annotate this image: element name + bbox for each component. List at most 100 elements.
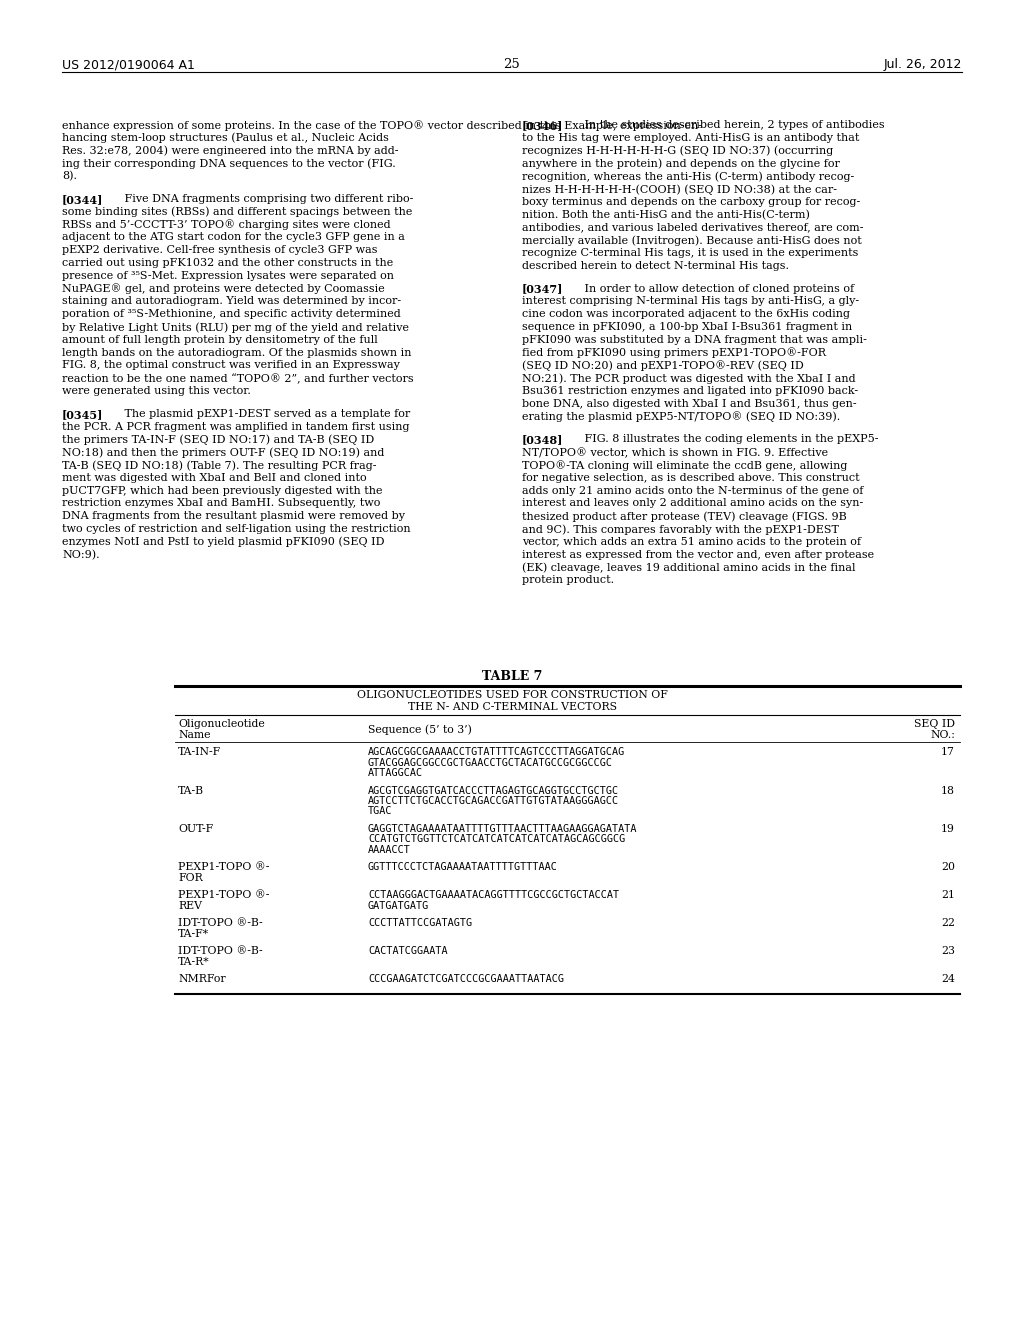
Text: FOR: FOR	[178, 873, 203, 883]
Text: (SEQ ID NO:20) and pEXP1-TOPO®-REV (SEQ ID: (SEQ ID NO:20) and pEXP1-TOPO®-REV (SEQ …	[522, 360, 804, 371]
Text: 20: 20	[941, 862, 955, 873]
Text: hancing stem-loop structures (Paulus et al., Nucleic Acids: hancing stem-loop structures (Paulus et …	[62, 133, 389, 144]
Text: [0347]: [0347]	[522, 284, 563, 294]
Text: recognition, whereas the anti-His (C-term) antibody recog-: recognition, whereas the anti-His (C-ter…	[522, 172, 854, 182]
Text: SEQ ID: SEQ ID	[914, 719, 955, 729]
Text: OUT-F: OUT-F	[178, 824, 213, 834]
Text: Sequence (5’ to 3’): Sequence (5’ to 3’)	[368, 723, 472, 734]
Text: to the His tag were employed. Anti-HisG is an antibody that: to the His tag were employed. Anti-HisG …	[522, 133, 859, 143]
Text: NT/TOPO® vector, which is shown in FIG. 9. Effective: NT/TOPO® vector, which is shown in FIG. …	[522, 447, 828, 458]
Text: carried out using pFK1032 and the other constructs in the: carried out using pFK1032 and the other …	[62, 257, 393, 268]
Text: presence of ³⁵S-Met. Expression lysates were separated on: presence of ³⁵S-Met. Expression lysates …	[62, 271, 394, 281]
Text: pEXP2 derivative. Cell-free synthesis of cycle3 GFP was: pEXP2 derivative. Cell-free synthesis of…	[62, 246, 378, 255]
Text: TA-B: TA-B	[178, 785, 204, 796]
Text: In the studies described herein, 2 types of antibodies: In the studies described herein, 2 types…	[574, 120, 885, 129]
Text: Five DNA fragments comprising two different ribo-: Five DNA fragments comprising two differ…	[114, 194, 414, 205]
Text: 24: 24	[941, 974, 955, 985]
Text: interest as expressed from the vector and, even after protease: interest as expressed from the vector an…	[522, 549, 874, 560]
Text: two cycles of restriction and self-ligation using the restriction: two cycles of restriction and self-ligat…	[62, 524, 411, 535]
Text: [0348]: [0348]	[522, 434, 563, 445]
Text: were generated using this vector.: were generated using this vector.	[62, 385, 251, 396]
Text: interest comprising N-terminal His tags by anti-HisG, a gly-: interest comprising N-terminal His tags …	[522, 297, 859, 306]
Text: NO:9).: NO:9).	[62, 549, 99, 560]
Text: fied from pFKI090 using primers pEXP1-TOPO®-FOR: fied from pFKI090 using primers pEXP1-TO…	[522, 347, 826, 359]
Text: enhance expression of some proteins. In the case of the TOPO® vector described i: enhance expression of some proteins. In …	[62, 120, 702, 131]
Text: restriction enzymes XbaI and BamHI. Subsequently, two: restriction enzymes XbaI and BamHI. Subs…	[62, 499, 380, 508]
Text: NO:21). The PCR product was digested with the XbaI I and: NO:21). The PCR product was digested wit…	[522, 374, 856, 384]
Text: some binding sites (RBSs) and different spacings between the: some binding sites (RBSs) and different …	[62, 207, 413, 218]
Text: the PCR. A PCR fragment was amplified in tandem first using: the PCR. A PCR fragment was amplified in…	[62, 421, 410, 432]
Text: FIG. 8 illustrates the coding elements in the pEXP5-: FIG. 8 illustrates the coding elements i…	[574, 434, 879, 445]
Text: pFKI090 was substituted by a DNA fragment that was ampli-: pFKI090 was substituted by a DNA fragmen…	[522, 335, 867, 345]
Text: by Relative Light Units (RLU) per mg of the yield and relative: by Relative Light Units (RLU) per mg of …	[62, 322, 409, 333]
Text: 23: 23	[941, 946, 955, 957]
Text: 19: 19	[941, 824, 955, 834]
Text: CACTATCGGAATA: CACTATCGGAATA	[368, 946, 447, 957]
Text: AGCGTCGAGGTGATCACCCTTAGAGTGCAGGTGCCTGCTGC: AGCGTCGAGGTGATCACCCTTAGAGTGCAGGTGCCTGCTG…	[368, 785, 620, 796]
Text: antibodies, and various labeled derivatives thereof, are com-: antibodies, and various labeled derivati…	[522, 222, 863, 232]
Text: [0345]: [0345]	[62, 409, 103, 420]
Text: ing their corresponding DNA sequences to the vector (FIG.: ing their corresponding DNA sequences to…	[62, 158, 395, 169]
Text: IDT-TOPO ®-B-: IDT-TOPO ®-B-	[178, 946, 262, 957]
Text: GGTTTCCCTCTAGAAAATAATTTTGTTTAAC: GGTTTCCCTCTAGAAAATAATTTTGTTTAAC	[368, 862, 558, 873]
Text: GAGGTCTAGAAAATAATTTTGTTTAACTTTAAGAAGGAGATATA: GAGGTCTAGAAAATAATTTTGTTTAACTTTAAGAAGGAGA…	[368, 824, 638, 834]
Text: thesized product after protease (TEV) cleavage (FIGS. 9B: thesized product after protease (TEV) cl…	[522, 511, 847, 521]
Text: pUCT7GFP, which had been previously digested with the: pUCT7GFP, which had been previously dige…	[62, 486, 383, 495]
Text: for negative selection, as is described above. This construct: for negative selection, as is described …	[522, 473, 859, 483]
Text: Name: Name	[178, 730, 211, 741]
Text: (EK) cleavage, leaves 19 additional amino acids in the final: (EK) cleavage, leaves 19 additional amin…	[522, 562, 855, 573]
Text: REV: REV	[178, 902, 202, 911]
Text: enzymes NotI and PstI to yield plasmid pFKI090 (SEQ ID: enzymes NotI and PstI to yield plasmid p…	[62, 537, 384, 548]
Text: OLIGONUCLEOTIDES USED FOR CONSTRUCTION OF: OLIGONUCLEOTIDES USED FOR CONSTRUCTION O…	[356, 690, 668, 700]
Text: TA-F*: TA-F*	[178, 929, 209, 939]
Text: Res. 32:e78, 2004) were engineered into the mRNA by add-: Res. 32:e78, 2004) were engineered into …	[62, 145, 398, 156]
Text: US 2012/0190064 A1: US 2012/0190064 A1	[62, 58, 195, 71]
Text: CCATGTCTGGTTCTCATCATCATCATCATCATAGCAGCGGCG: CCATGTCTGGTTCTCATCATCATCATCATCATAGCAGCGG…	[368, 834, 626, 845]
Text: staining and autoradiogram. Yield was determined by incor-: staining and autoradiogram. Yield was de…	[62, 297, 401, 306]
Text: erating the plasmid pEXP5-NT/TOPO® (SEQ ID NO:39).: erating the plasmid pEXP5-NT/TOPO® (SEQ …	[522, 412, 841, 422]
Text: TA-R*: TA-R*	[178, 957, 210, 968]
Text: protein product.: protein product.	[522, 576, 614, 585]
Text: AGTCCTTCTGCACCTGCAGACCGATTGTGTATAAGGGAGCC: AGTCCTTCTGCACCTGCAGACCGATTGTGTATAAGGGAGC…	[368, 796, 620, 807]
Text: CCCTTATTCCGATAGTG: CCCTTATTCCGATAGTG	[368, 919, 472, 928]
Text: PEXP1-TOPO ®-: PEXP1-TOPO ®-	[178, 891, 269, 900]
Text: adds only 21 amino acids onto the N-terminus of the gene of: adds only 21 amino acids onto the N-term…	[522, 486, 863, 495]
Text: amount of full length protein by densitometry of the full: amount of full length protein by densito…	[62, 335, 378, 345]
Text: TA-B (SEQ ID NO:18) (Table 7). The resulting PCR frag-: TA-B (SEQ ID NO:18) (Table 7). The resul…	[62, 459, 377, 470]
Text: described herein to detect N-terminal His tags.: described herein to detect N-terminal Hi…	[522, 261, 790, 271]
Text: TABLE 7: TABLE 7	[482, 671, 542, 682]
Text: length bands on the autoradiogram. Of the plasmids shown in: length bands on the autoradiogram. Of th…	[62, 347, 412, 358]
Text: FIG. 8, the optimal construct was verified in an Expressway: FIG. 8, the optimal construct was verifi…	[62, 360, 400, 371]
Text: NMRFor: NMRFor	[178, 974, 225, 985]
Text: PEXP1-TOPO ®-: PEXP1-TOPO ®-	[178, 862, 269, 873]
Text: The plasmid pEXP1-DEST served as a template for: The plasmid pEXP1-DEST served as a templ…	[114, 409, 411, 418]
Text: Oligonucleotide: Oligonucleotide	[178, 719, 265, 729]
Text: Jul. 26, 2012: Jul. 26, 2012	[884, 58, 962, 71]
Text: IDT-TOPO ®-B-: IDT-TOPO ®-B-	[178, 919, 262, 928]
Text: anywhere in the protein) and depends on the glycine for: anywhere in the protein) and depends on …	[522, 158, 840, 169]
Text: recognizes H-H-H-H-H-H-G (SEQ ID NO:37) (occurring: recognizes H-H-H-H-H-H-G (SEQ ID NO:37) …	[522, 145, 834, 156]
Text: NO.:: NO.:	[930, 730, 955, 741]
Text: ATTAGGCAC: ATTAGGCAC	[368, 768, 423, 777]
Text: CCCGAAGATCTCGATCCCGCGAAATTAATACG: CCCGAAGATCTCGATCCCGCGAAATTAATACG	[368, 974, 564, 985]
Text: 8).: 8).	[62, 172, 77, 182]
Text: adjacent to the ATG start codon for the cycle3 GFP gene in a: adjacent to the ATG start codon for the …	[62, 232, 404, 243]
Text: vector, which adds an extra 51 amino acids to the protein of: vector, which adds an extra 51 amino aci…	[522, 537, 861, 546]
Text: TOPO®-TA cloning will eliminate the ccdB gene, allowing: TOPO®-TA cloning will eliminate the ccdB…	[522, 459, 848, 471]
Text: CCTAAGGGACTGAAAATACAGGTTTTCGCCGCTGCTACCAT: CCTAAGGGACTGAAAATACAGGTTTTCGCCGCTGCTACCA…	[368, 891, 620, 900]
Text: AAAACCT: AAAACCT	[368, 845, 411, 855]
Text: Bsu361 restriction enzymes and ligated into pFKI090 back-: Bsu361 restriction enzymes and ligated i…	[522, 385, 858, 396]
Text: mercially available (Invitrogen). Because anti-HisG does not: mercially available (Invitrogen). Becaus…	[522, 235, 862, 246]
Text: bone DNA, also digested with XbaI I and Bsu361, thus gen-: bone DNA, also digested with XbaI I and …	[522, 399, 857, 409]
Text: In order to allow detection of cloned proteins of: In order to allow detection of cloned pr…	[574, 284, 854, 293]
Text: DNA fragments from the resultant plasmid were removed by: DNA fragments from the resultant plasmid…	[62, 511, 406, 521]
Text: TA-IN-F: TA-IN-F	[178, 747, 221, 756]
Text: 21: 21	[941, 891, 955, 900]
Text: 17: 17	[941, 747, 955, 756]
Text: 22: 22	[941, 919, 955, 928]
Text: THE N- AND C-TERMINAL VECTORS: THE N- AND C-TERMINAL VECTORS	[408, 702, 616, 711]
Text: TGAC: TGAC	[368, 807, 392, 817]
Text: AGCAGCGGCGAAAACCTGTATTTTCAGTCCCTTAGGATGCAG: AGCAGCGGCGAAAACCTGTATTTTCAGTCCCTTAGGATGC…	[368, 747, 626, 756]
Text: 18: 18	[941, 785, 955, 796]
Text: NuPAGE® gel, and proteins were detected by Coomassie: NuPAGE® gel, and proteins were detected …	[62, 284, 385, 294]
